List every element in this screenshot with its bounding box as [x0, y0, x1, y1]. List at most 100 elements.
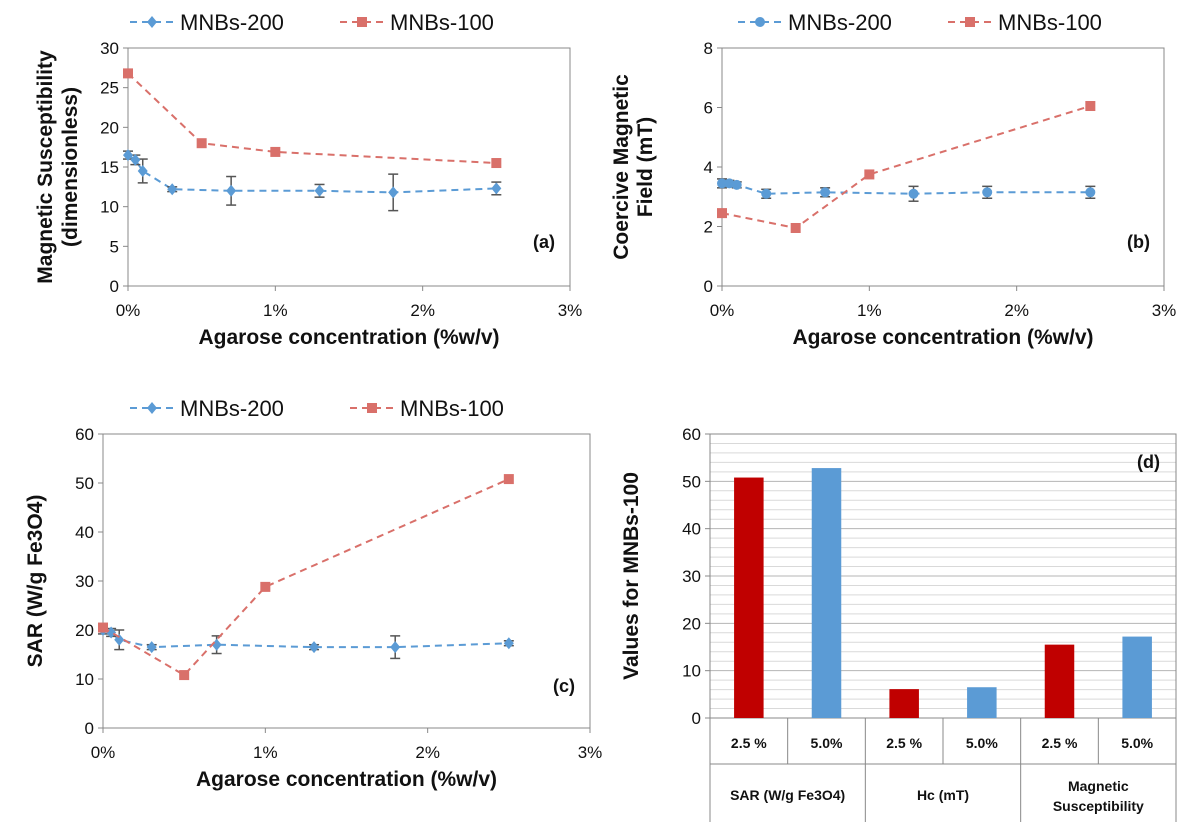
bar-category-label: 5.0%: [966, 735, 998, 751]
x-tick-label: 1%: [263, 301, 288, 320]
bar-category-label: 2.5 %: [886, 735, 922, 751]
data-point: [260, 581, 271, 592]
plot-frame: [102, 433, 591, 729]
series-mnbs-100: [98, 474, 514, 681]
data-point: [731, 179, 742, 190]
y-tick-label: 20: [100, 118, 119, 137]
x-tick-label: 2%: [410, 301, 435, 320]
y-tick-label: 30: [75, 572, 94, 591]
series-mnbs-200: [717, 178, 1096, 202]
data-point: [503, 637, 514, 650]
x-axis-label: Agarose concentration (%w/v): [198, 326, 499, 349]
y-axis-label: Coercive Magnetic: [610, 74, 633, 260]
panel-label: (d): [1137, 452, 1160, 472]
data-point: [1085, 187, 1096, 198]
data-point: [226, 184, 237, 197]
data-point: [982, 187, 993, 198]
y-tick-label: 30: [100, 39, 119, 58]
group-label: Hc (mT): [917, 787, 969, 803]
series-mnbs-200: [123, 149, 502, 212]
legend-entry: MNBs-200: [788, 10, 892, 35]
series-line: [721, 105, 1091, 230]
x-tick-label: 3%: [558, 301, 583, 320]
y-axis-label: Field (mT): [634, 117, 657, 217]
y-tick-label: 10: [75, 670, 94, 689]
data-point: [908, 188, 919, 199]
data-point: [137, 164, 148, 177]
x-axis-label: Agarose concentration (%w/v): [196, 768, 497, 791]
group-label: Susceptibility: [1053, 798, 1144, 814]
data-point: [761, 188, 772, 199]
x-tick-label: 0%: [710, 301, 735, 320]
bar-category-label: 5.0%: [1121, 735, 1153, 751]
legend-marker: [755, 17, 765, 27]
y-tick-label: 2: [704, 218, 713, 237]
data-point: [196, 138, 207, 149]
y-tick-label: 50: [682, 472, 701, 491]
bar: [967, 687, 997, 718]
chart-panel-d: 0 10 20 30 40 50 60 Values for MNBs-100 2.5 % 5.0…: [620, 425, 1177, 822]
data-point: [820, 187, 831, 198]
series-mnbs-100: [717, 101, 1096, 233]
chart-panel-a: 0 5 10 15 20 25 30 0% 1% 2% 3% Agarose concentratio…: [34, 10, 582, 349]
data-point: [1085, 101, 1096, 112]
y-tick-label: 20: [682, 614, 701, 633]
plot-frame: [127, 47, 571, 287]
x-tick-label: 3%: [1152, 301, 1177, 320]
legend-marker: [367, 403, 377, 413]
y-tick-label: 15: [100, 158, 119, 177]
data-point: [146, 641, 157, 654]
y-tick-label: 25: [100, 79, 119, 98]
data-point: [98, 622, 108, 633]
data-point: [390, 641, 401, 654]
chart-panel-c: 0 10 20 30 40 50 60 0% 1% 2% 3% Agarose concentrati…: [24, 396, 602, 791]
series-line: [722, 182, 1091, 195]
x-tick-label: 2%: [1004, 301, 1029, 320]
data-point: [270, 146, 281, 157]
bar: [1044, 644, 1075, 718]
data-point: [123, 149, 133, 162]
data-point: [106, 626, 117, 639]
bar: [811, 468, 842, 718]
y-tick-label: 0: [85, 719, 94, 738]
series-mnbs-100: [123, 68, 502, 169]
data-point: [309, 641, 320, 654]
y-tick-label: 40: [682, 520, 701, 539]
y-tick-label: 30: [682, 567, 701, 586]
y-tick-label: 10: [100, 198, 119, 217]
y-tick-label: 20: [75, 621, 94, 640]
y-tick-label: 60: [682, 425, 701, 444]
data-point: [123, 68, 133, 79]
x-tick-label: 1%: [253, 743, 278, 762]
y-tick-label: 4: [704, 158, 713, 177]
data-point: [503, 474, 514, 485]
legend-entry: MNBs-100: [390, 10, 494, 35]
y-tick-label: 5: [110, 237, 119, 256]
y-tick-label: 60: [75, 425, 94, 444]
bar-category-label: 2.5 %: [1042, 735, 1078, 751]
legend-entry: MNBs-200: [180, 10, 284, 35]
y-axis-label: Magnetic Susceptibility: [34, 50, 57, 284]
bar-category-label: 5.0%: [811, 735, 843, 751]
legend-entry: MNBs-100: [998, 10, 1102, 35]
y-tick-label: 6: [704, 99, 713, 118]
y-axis-label: (dimensionless): [59, 87, 82, 247]
data-point: [167, 183, 178, 196]
data-point: [491, 158, 502, 169]
bar: [1122, 636, 1152, 718]
y-axis-label: Values for MNBs-100: [620, 472, 643, 680]
data-point: [491, 182, 502, 195]
data-point: [717, 178, 727, 189]
panel-label: (b): [1127, 232, 1150, 252]
chart-panel-b: 0 2 4 6 8 0% 1% 2% 3% Agarose concentration (%w/v…: [610, 10, 1176, 349]
data-point: [130, 153, 141, 166]
group-label: Magnetic: [1068, 778, 1129, 794]
x-tick-label: 0%: [91, 743, 116, 762]
bar: [734, 477, 764, 718]
group-label: SAR (W/g Fe3O4): [730, 787, 845, 803]
legend-marker: [147, 402, 157, 414]
legend-marker: [965, 17, 975, 27]
bar-category-label: 2.5 %: [731, 735, 767, 751]
legend-entry: MNBs-200: [180, 396, 284, 421]
